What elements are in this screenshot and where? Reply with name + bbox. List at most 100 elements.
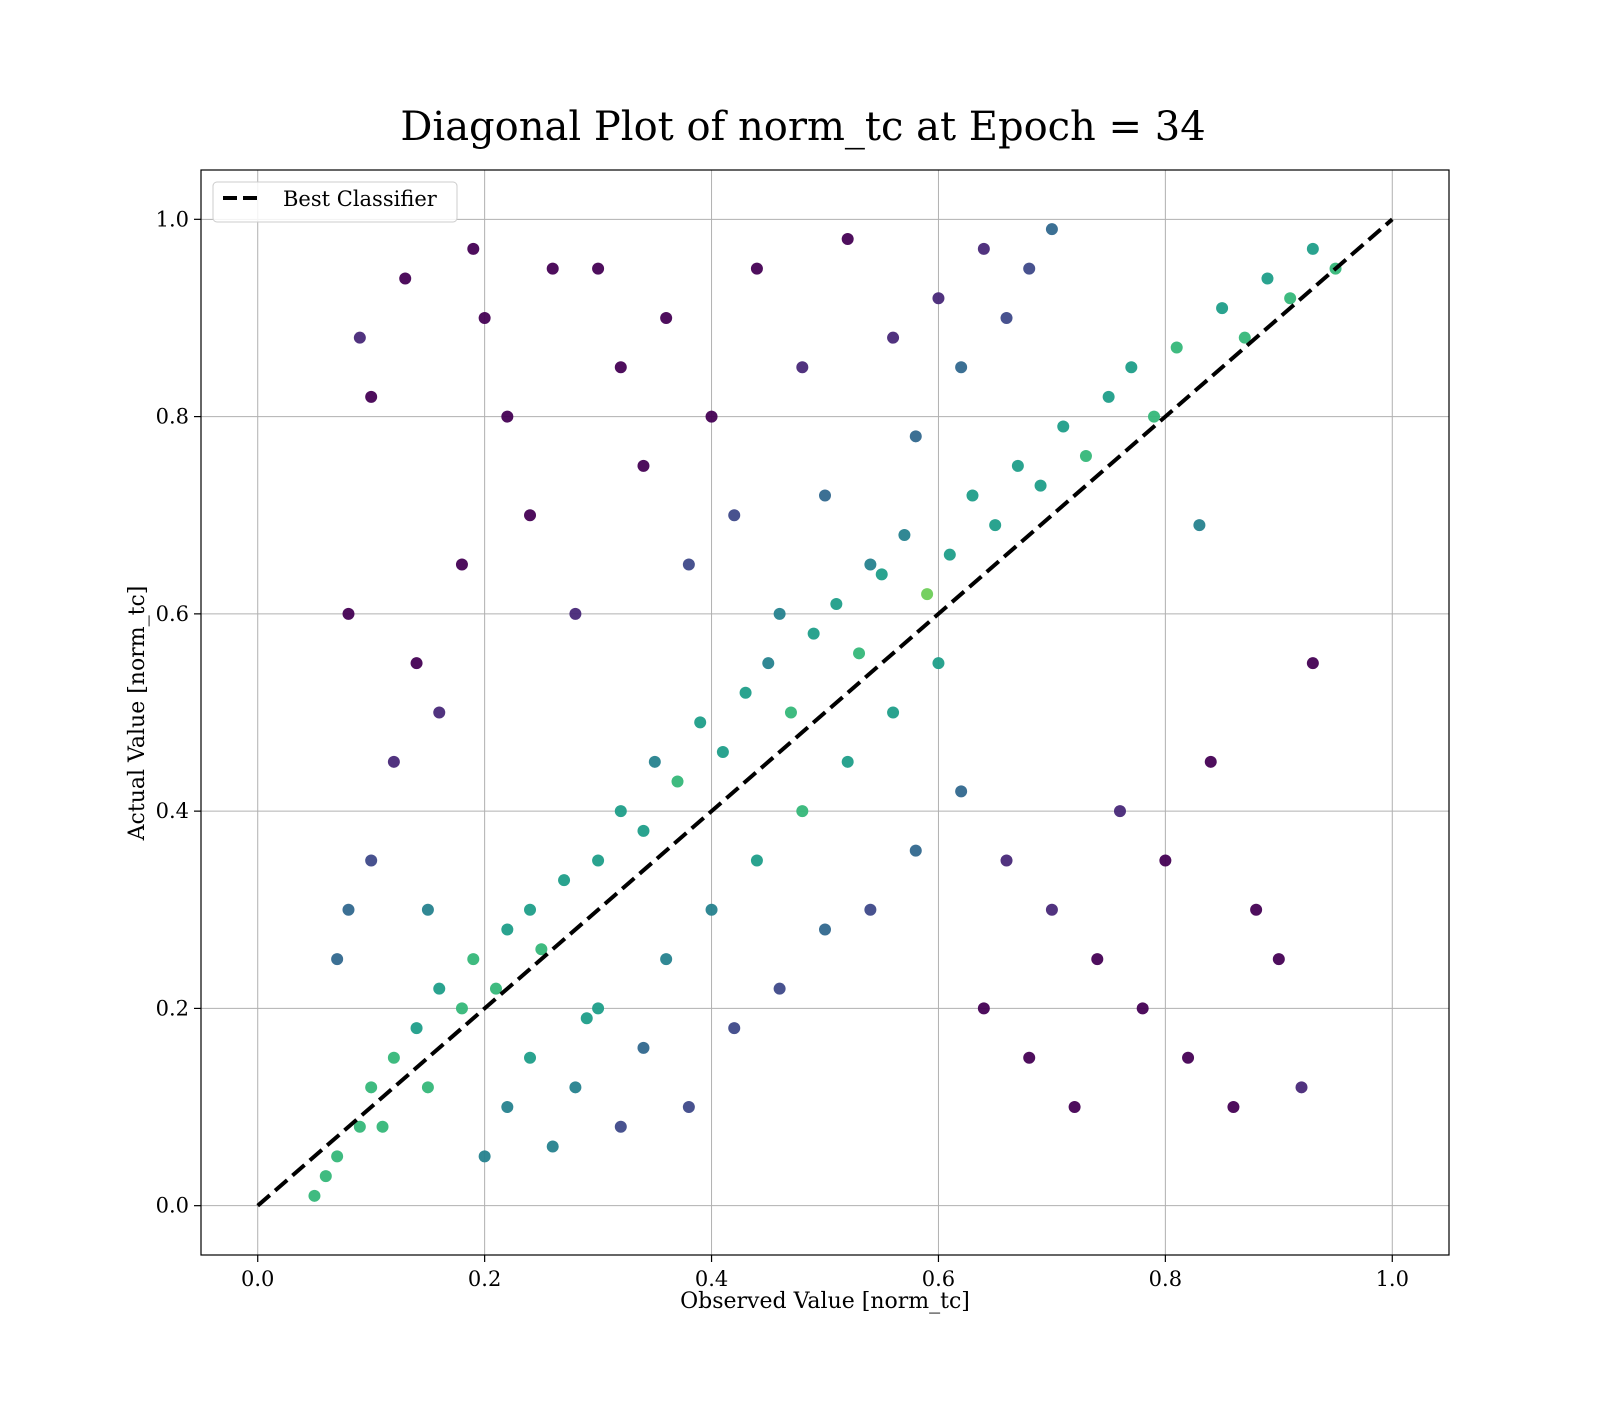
scatter-point (1045, 223, 1058, 236)
scatter-point (898, 528, 911, 541)
scatter-point (592, 262, 605, 275)
scatter-point (637, 1041, 650, 1054)
scatter-point (830, 598, 843, 610)
scatter-point (909, 430, 922, 443)
scatter-point (966, 489, 979, 502)
scatter-point (1011, 459, 1024, 472)
scatter-point (331, 1150, 344, 1163)
scatter-point (1193, 519, 1206, 532)
legend-label: Best Classifier (283, 187, 438, 211)
y-axis-label: Actual Value [norm_tc] (125, 586, 150, 842)
scatter-point (353, 331, 366, 344)
scatter-point (410, 1022, 423, 1035)
scatter-point (1023, 262, 1036, 275)
scatter-point (637, 824, 650, 837)
scatter-point (864, 558, 877, 571)
scatter-point (501, 923, 514, 936)
scatter-point (569, 607, 582, 620)
best-classifier-line (256, 217, 1394, 1208)
scatter-point (592, 1002, 605, 1015)
chart-title: Diagonal Plot of norm_tc at Epoch = 34 (400, 104, 1205, 150)
scatter-point (739, 686, 752, 699)
scatter-point (546, 1140, 559, 1153)
scatter-point (365, 854, 378, 867)
scatter-point (977, 1002, 990, 1015)
scatter-point (1148, 410, 1161, 423)
scatter-point (977, 242, 990, 255)
scatter-point (773, 607, 786, 620)
scatter-point (376, 1120, 389, 1133)
scatter-point (501, 1101, 514, 1114)
scatter-point (524, 1051, 537, 1064)
axis-ticks: 0.0 0.2 0.4 0.6 0.8 1.0 0.0 0.2 0.4 0.6 0.8 1.0 (156, 207, 1409, 1291)
scatter-point (558, 874, 571, 887)
scatter-point (1204, 755, 1217, 768)
scatter-point (909, 844, 922, 857)
scatter-point (1045, 903, 1058, 916)
scatter-point (887, 706, 900, 719)
scatter-point (921, 588, 934, 601)
scatter-point (524, 509, 537, 522)
scatter-point (387, 755, 400, 768)
scatter-point (1261, 272, 1274, 285)
scatter-point (955, 785, 968, 798)
scatter-point (1125, 361, 1138, 374)
y-tick-label: 0.4 (156, 799, 189, 823)
scatter-point (365, 390, 378, 403)
scatter-point (955, 361, 968, 374)
scatter-point (819, 923, 831, 936)
scatter-point (421, 1081, 434, 1094)
scatter-point (694, 716, 707, 729)
scatter-point (331, 953, 344, 966)
legend: Best Classifier (212, 181, 458, 223)
scatter-point (467, 953, 480, 966)
scatter-point (467, 242, 480, 255)
y-tick-label: 0.8 (156, 405, 189, 429)
scatter-point (671, 775, 684, 788)
y-tick-label: 1.0 (156, 207, 189, 231)
x-tick-label: 0.6 (922, 1267, 955, 1291)
data-points (308, 223, 1342, 1202)
scatter-point (705, 410, 718, 423)
scatter-point (501, 410, 514, 423)
scatter-point (728, 509, 741, 522)
scatter-point (887, 331, 900, 344)
scatter-point (614, 361, 627, 374)
x-axis-label: Observed Value [norm_tc] (680, 1289, 970, 1314)
scatter-point (1227, 1101, 1240, 1114)
scatter-point (1250, 903, 1263, 916)
scatter-point (478, 1150, 491, 1163)
scatter-point (728, 1022, 741, 1035)
scatter-point (1102, 390, 1115, 403)
scatter-point (875, 568, 888, 581)
scatter-point (1136, 1002, 1149, 1015)
scatter-point (819, 489, 831, 502)
scatter-point (716, 745, 729, 758)
scatter-point (1113, 805, 1126, 818)
scatter-point (1238, 331, 1251, 344)
scatter-point (569, 1081, 582, 1094)
scatter-point (864, 903, 877, 916)
y-tick-label: 0.2 (156, 996, 189, 1020)
x-tick-label: 0.2 (468, 1267, 501, 1291)
scatter-point (1306, 242, 1319, 255)
scatter-point (750, 854, 763, 867)
scatter-point (1159, 854, 1172, 867)
scatter-point (433, 982, 446, 995)
scatter-point (342, 607, 355, 620)
scatter-point (648, 755, 661, 768)
x-tick-label: 0.8 (1149, 1267, 1182, 1291)
scatter-point (399, 272, 412, 285)
scatter-point (989, 519, 1002, 532)
scatter-point (1272, 953, 1285, 966)
scatter-point (489, 982, 502, 995)
scatter-point (1000, 854, 1013, 867)
scatter-point (1216, 302, 1229, 315)
scatter-point (841, 233, 854, 246)
scatter-point (308, 1189, 321, 1202)
scatter-point (773, 982, 786, 995)
scatter-point (580, 1012, 593, 1025)
scatter-point (614, 805, 627, 818)
scatter-point (932, 292, 945, 305)
scatter-point (614, 1120, 627, 1133)
